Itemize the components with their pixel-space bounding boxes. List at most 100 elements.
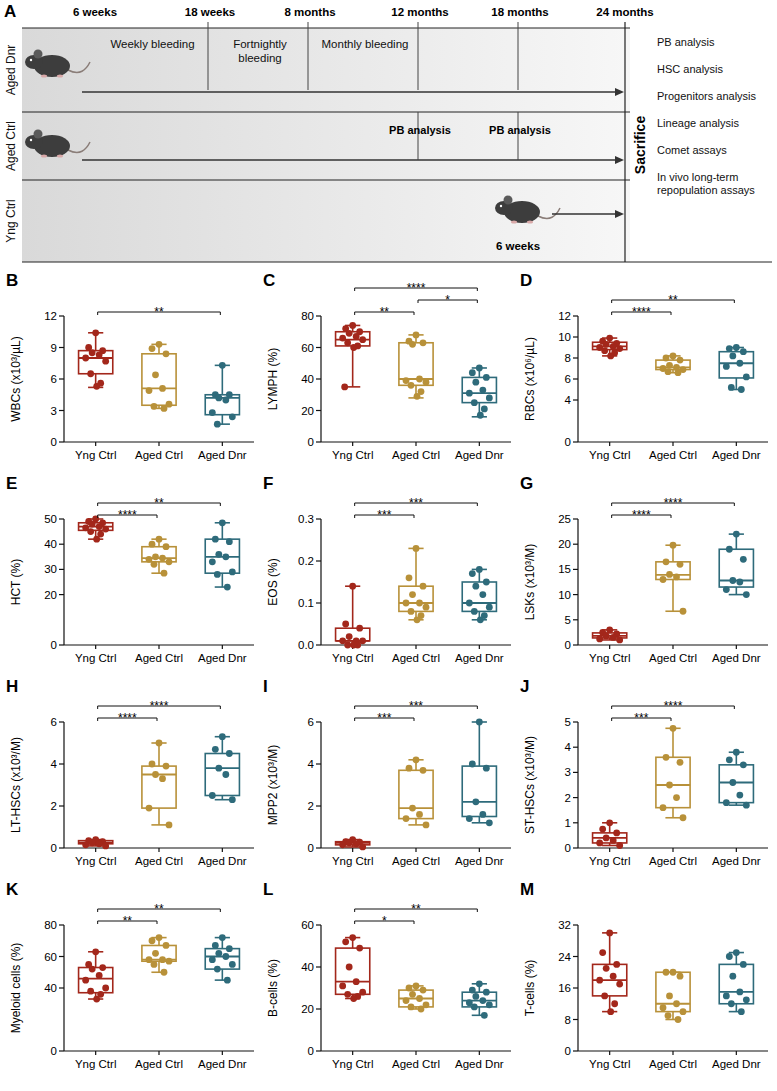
data-point — [483, 989, 490, 996]
data-point — [92, 948, 99, 955]
data-point — [740, 961, 747, 968]
y-tick — [573, 747, 578, 748]
time-label: 8 months — [284, 6, 335, 18]
sig-label: **** — [632, 305, 651, 319]
x-tick — [95, 848, 96, 852]
box — [593, 964, 627, 996]
data-point — [342, 621, 349, 628]
data-point — [596, 840, 603, 847]
data-point — [677, 759, 684, 766]
analysis-item: Comet assays — [657, 144, 727, 156]
data-point — [403, 377, 410, 384]
panel-letter: A — [4, 2, 16, 21]
data-point — [226, 750, 233, 757]
median — [205, 556, 239, 558]
y-tick-label: 6 — [565, 373, 571, 385]
data-point — [723, 992, 730, 999]
data-point — [471, 608, 478, 615]
data-point — [420, 767, 427, 774]
data-point — [96, 523, 103, 530]
y-tick — [573, 644, 578, 645]
y-tick-label: 3 — [565, 766, 571, 778]
x-tick — [609, 442, 610, 446]
data-point — [356, 945, 363, 952]
x-tick-label: Yng Ctrl — [332, 449, 374, 461]
data-point — [156, 341, 163, 348]
y-tick — [573, 569, 578, 570]
text-line: HSC analysis — [657, 63, 724, 75]
y-tick-label: 0.1 — [298, 597, 314, 609]
time-label: 18 months — [491, 6, 549, 18]
y-tick-label: 9 — [51, 342, 57, 354]
time-tick — [418, 22, 419, 90]
data-point — [159, 555, 166, 562]
whisker — [672, 1012, 674, 1020]
sig-label: ** — [154, 496, 164, 510]
data-point — [610, 343, 617, 350]
data-point — [409, 805, 416, 812]
data-point — [408, 608, 415, 615]
whisker-cap — [729, 804, 744, 806]
data-point — [403, 997, 410, 1004]
x-tick — [672, 848, 673, 852]
data-point — [99, 964, 106, 971]
mouse-tail — [68, 62, 90, 72]
y-tick-label: 30 — [44, 563, 57, 575]
data-point — [214, 421, 221, 428]
y-tick — [573, 956, 578, 957]
x-tick — [158, 645, 159, 649]
y-axis-line — [63, 519, 64, 645]
data-point — [215, 950, 222, 957]
data-point — [469, 369, 476, 376]
data-point — [214, 571, 221, 578]
data-point — [666, 571, 673, 578]
data-point — [219, 934, 226, 941]
data-point — [214, 966, 221, 973]
data-point — [665, 1012, 672, 1019]
mouse-eye — [30, 139, 32, 141]
y-tick-label: 0 — [565, 639, 571, 651]
sig-label: ** — [154, 305, 164, 319]
y-tick-label: 8 — [565, 1014, 571, 1026]
data-point — [152, 771, 159, 778]
data-point — [346, 633, 353, 640]
sig-label: *** — [409, 496, 423, 510]
median — [399, 807, 433, 809]
data-point — [616, 981, 623, 988]
data-point — [660, 1004, 667, 1011]
whisker — [158, 808, 160, 825]
data-point — [596, 636, 603, 643]
y-tick-label: 60 — [44, 951, 57, 963]
x-tick — [415, 442, 416, 446]
y-tick-label: 20 — [558, 538, 571, 550]
y-tick-label: 6 — [308, 716, 314, 728]
x-tick-label: Aged Dnr — [455, 855, 504, 867]
x-tick-label: Aged Ctrl — [392, 855, 440, 867]
whisker — [222, 415, 224, 424]
y-tick — [59, 805, 64, 806]
y-tick — [59, 569, 64, 570]
data-point — [416, 995, 423, 1002]
y-tick — [59, 847, 64, 848]
data-point — [408, 1004, 415, 1011]
y-axis-line — [320, 925, 321, 1051]
y-axis-line — [577, 519, 578, 645]
plot-marks — [79, 329, 240, 427]
y-tick — [316, 518, 321, 519]
y-tick — [316, 763, 321, 764]
data-point — [663, 754, 670, 761]
time-label: 24 months — [596, 6, 654, 18]
data-point — [673, 574, 680, 581]
whisker — [672, 579, 674, 611]
sig-label: *** — [409, 699, 423, 713]
analysis-item: HSC analysis — [657, 63, 724, 75]
analysis-item: Progenitors analysis — [657, 90, 757, 102]
x-tick-label: Aged Ctrl — [649, 652, 697, 664]
y-tick-label: 40 — [44, 538, 57, 550]
box — [399, 770, 433, 818]
y-tick-label: 0 — [308, 1045, 314, 1057]
plot-marks — [336, 322, 497, 419]
y-tick — [316, 1050, 321, 1051]
y-tick-label: 0 — [51, 842, 57, 854]
data-point — [616, 637, 623, 644]
